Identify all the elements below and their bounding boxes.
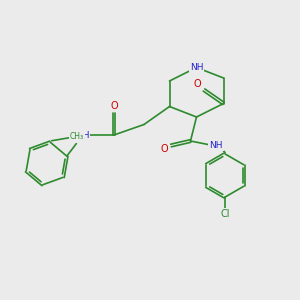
- Text: O: O: [110, 101, 118, 111]
- Text: NH: NH: [76, 130, 89, 140]
- Text: O: O: [194, 79, 201, 89]
- Text: Cl: Cl: [220, 209, 230, 219]
- Text: NH: NH: [209, 141, 223, 150]
- Text: CH₃: CH₃: [70, 132, 84, 141]
- Text: O: O: [160, 143, 168, 154]
- Text: NH: NH: [190, 63, 203, 72]
